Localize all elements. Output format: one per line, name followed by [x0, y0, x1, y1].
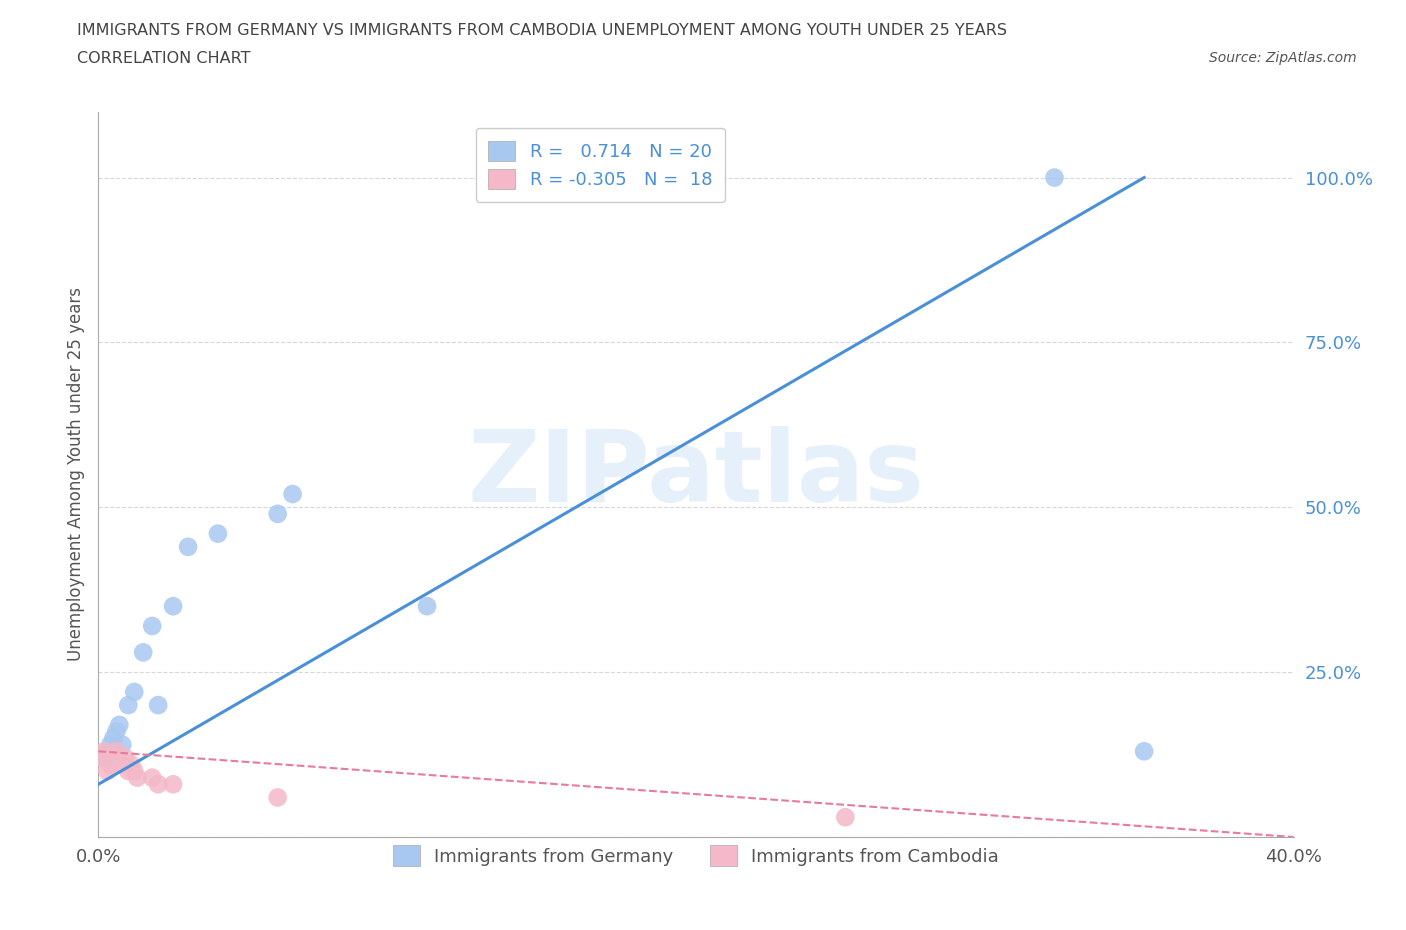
Point: [93, 744, 115, 759]
Point: [416, 599, 439, 614]
Point: [108, 751, 131, 765]
Point: [148, 698, 170, 712]
Text: IMMIGRANTS FROM GERMANY VS IMMIGRANTS FROM CAMBODIA UNEMPLOYMENT AMONG YOUTH UND: IMMIGRANTS FROM GERMANY VS IMMIGRANTS FR…: [77, 23, 1007, 38]
Point: [162, 777, 184, 791]
Point: [98, 737, 122, 752]
Point: [177, 539, 200, 554]
Y-axis label: Unemployment Among Youth under 25 years: Unemployment Among Youth under 25 years: [66, 287, 84, 661]
Point: [111, 737, 134, 752]
Legend: Immigrants from Germany, Immigrants from Cambodia: Immigrants from Germany, Immigrants from…: [380, 832, 1012, 879]
Point: [111, 757, 134, 772]
Point: [90, 751, 112, 765]
Point: [124, 764, 146, 778]
Point: [117, 698, 139, 712]
Point: [103, 731, 125, 746]
Point: [108, 717, 131, 732]
Text: Source: ZipAtlas.com: Source: ZipAtlas.com: [1209, 51, 1357, 65]
Point: [105, 724, 128, 739]
Point: [162, 599, 184, 614]
Point: [1133, 744, 1156, 759]
Point: [132, 644, 155, 659]
Point: [148, 777, 170, 791]
Point: [207, 526, 229, 541]
Point: [1043, 170, 1066, 185]
Point: [105, 744, 128, 759]
Point: [93, 751, 115, 765]
Text: ZIPatlas: ZIPatlas: [468, 426, 924, 523]
Point: [120, 757, 142, 772]
Point: [141, 618, 163, 633]
Point: [281, 486, 304, 501]
Point: [98, 757, 122, 772]
Point: [117, 764, 139, 778]
Point: [124, 684, 146, 699]
Point: [267, 507, 290, 522]
Point: [834, 810, 856, 825]
Point: [96, 744, 118, 759]
Point: [141, 770, 163, 785]
Point: [267, 790, 290, 804]
Text: CORRELATION CHART: CORRELATION CHART: [77, 51, 250, 66]
Point: [96, 764, 118, 778]
Point: [127, 770, 149, 785]
Point: [114, 751, 136, 765]
Point: [103, 751, 125, 765]
